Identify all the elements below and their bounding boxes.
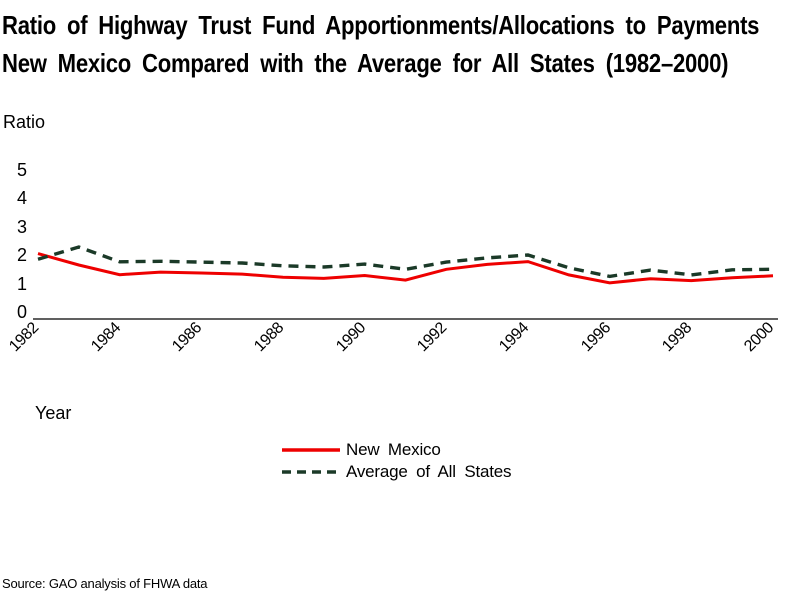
legend-item-new-mexico: New Mexico [282,440,511,460]
y-tick-label-4: 4 [16,188,27,208]
y-tick-label-5: 5 [16,159,27,180]
source-note: Source: GAO analysis of FHWA data [2,576,208,591]
legend-label: New Mexico [346,440,441,459]
y-tick-label-3: 3 [16,216,27,237]
legend-item-average-of-all-states: Average of All States [282,462,512,482]
y-tick-label-1: 1 [16,273,27,294]
chart-title: Ratio of Highway Trust Fund Apportionmen… [2,6,800,82]
chart-title-line1: Ratio of Highway Trust Fund Apportionmen… [2,10,760,40]
legend: New Mexico Average of All States [282,440,512,484]
y-axis-title: Ratio [3,112,46,132]
y-tick-label-0: 0 [16,302,27,322]
chart-title-line2: New Mexico Compared with the Average for… [2,48,729,78]
legend-dashed-line-sample [282,470,340,474]
legend-solid-line-sample [282,448,340,452]
y-tick-label-2: 2 [16,245,27,265]
legend-label: Average of All States [346,462,512,481]
series-line-new-mexico [37,252,774,285]
series-line-average-of-all-states [37,245,774,279]
x-axis-title: Year [35,403,72,423]
